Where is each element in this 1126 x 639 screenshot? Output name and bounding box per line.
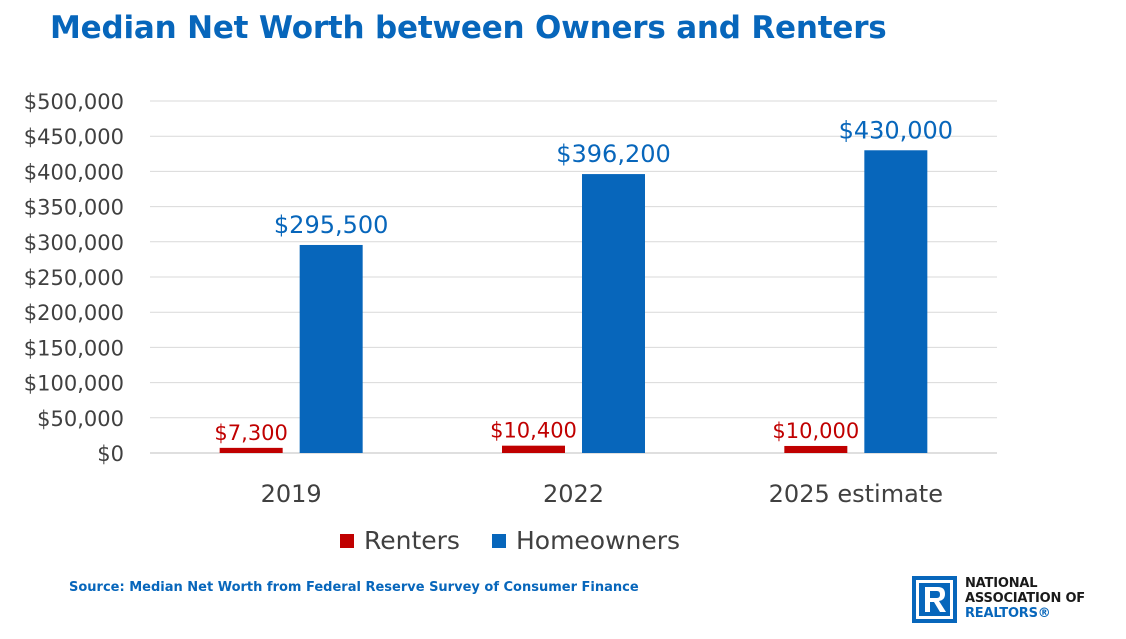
legend-swatch-renters bbox=[340, 533, 354, 548]
legend-item-homeowners[interactable]: Homeowners bbox=[491, 526, 681, 555]
legend-label-homeowners: Homeowners bbox=[515, 526, 681, 555]
x-tick-label: 2022 bbox=[543, 480, 604, 508]
nar-logo: NATIONAL ASSOCIATION OF REALTORS® bbox=[912, 576, 1085, 623]
y-tick-label: $250,000 bbox=[24, 266, 124, 290]
y-tick-label: $300,000 bbox=[24, 231, 124, 255]
realtor-r-logo-icon bbox=[912, 576, 957, 623]
logo-line-1: NATIONAL bbox=[965, 576, 1038, 591]
logo-line-3: REALTORS® bbox=[965, 606, 1051, 621]
data-label-renters: $10,000 bbox=[772, 419, 859, 443]
bar-homeowners bbox=[864, 150, 928, 453]
bar-homeowners bbox=[582, 174, 645, 453]
chart-title: Median Net Worth between Owners and Rent… bbox=[50, 10, 887, 46]
data-label-renters: $10,400 bbox=[490, 419, 577, 443]
x-tick-label: 2019 bbox=[261, 480, 322, 508]
source-note: Source: Median Net Worth from Federal Re… bbox=[69, 580, 639, 595]
legend-label-renters: Renters bbox=[364, 526, 460, 555]
bar-renters bbox=[784, 445, 848, 453]
y-tick-label: $500,000 bbox=[24, 90, 124, 114]
bar-renters bbox=[502, 445, 565, 453]
x-tick-label: 2025 estimate bbox=[769, 480, 943, 508]
y-tick-label: $450,000 bbox=[24, 125, 124, 149]
y-tick-label: $350,000 bbox=[24, 196, 124, 220]
bar-chart: $0 $50,000 $100,000 $150,000 $200,000 $250,00… bbox=[24, 90, 997, 508]
legend-swatch-homeowners bbox=[491, 533, 506, 548]
data-label-homeowners: $295,500 bbox=[274, 211, 389, 239]
bar-homeowners bbox=[299, 244, 363, 453]
y-tick-label: $400,000 bbox=[24, 160, 124, 184]
data-label-homeowners: $430,000 bbox=[839, 116, 954, 144]
bar-renters bbox=[219, 447, 283, 453]
chart-legend: Renters Homeowners bbox=[340, 526, 712, 555]
logo-wordmark: NATIONAL ASSOCIATION OF REALTORS® bbox=[965, 576, 1085, 621]
data-label-renters: $7,300 bbox=[214, 421, 287, 445]
y-tick-label: $0 bbox=[97, 442, 124, 466]
data-label-homeowners: $396,200 bbox=[556, 140, 671, 168]
y-tick-label: $150,000 bbox=[24, 336, 124, 360]
y-tick-label: $100,000 bbox=[24, 372, 124, 396]
y-tick-label: $50,000 bbox=[37, 407, 124, 431]
y-tick-label: $200,000 bbox=[24, 301, 124, 325]
legend-item-renters[interactable]: Renters bbox=[340, 526, 460, 555]
logo-line-2: ASSOCIATION OF bbox=[965, 591, 1085, 606]
